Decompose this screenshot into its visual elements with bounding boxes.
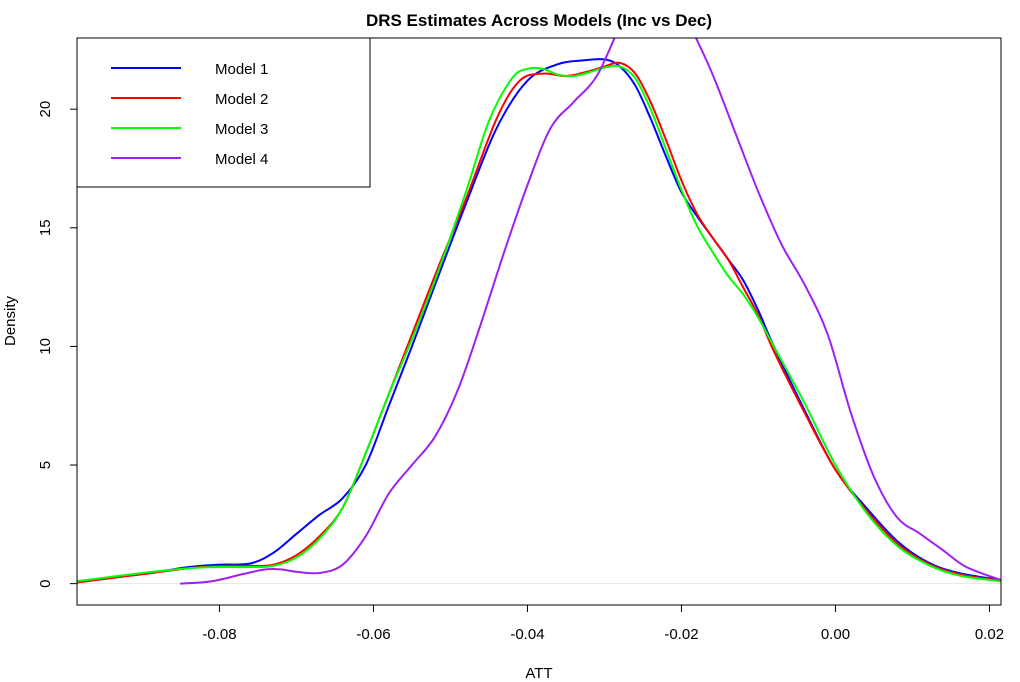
y-axis-label: Density bbox=[2, 295, 19, 346]
y-tick-label: 20 bbox=[37, 101, 54, 118]
x-tick-label: -0.08 bbox=[202, 626, 236, 643]
x-tick-label: -0.02 bbox=[664, 626, 698, 643]
x-axis-label: ATT bbox=[525, 665, 552, 682]
y-tick-label: 10 bbox=[37, 338, 54, 355]
plot-frame bbox=[76, 37, 1002, 606]
series-layer bbox=[77, 38, 1001, 585]
y-tick-label: 15 bbox=[37, 219, 54, 236]
legend-box bbox=[76, 37, 371, 188]
y-tick-label: 5 bbox=[37, 461, 54, 469]
legend-label-model-3: Model 3 bbox=[215, 121, 268, 138]
x-axis: -0.08 -0.06 -0.04 -0.02 0.00 0.02 bbox=[202, 605, 1004, 643]
chart-title: DRS Estimates Across Models (Inc vs Dec) bbox=[366, 11, 712, 30]
x-tick-label: -0.06 bbox=[356, 626, 390, 643]
x-tick-label: -0.04 bbox=[510, 626, 544, 643]
x-tick-label: 0.00 bbox=[821, 626, 850, 643]
legend-label-model-1: Model 1 bbox=[215, 61, 268, 78]
y-tick-label: 0 bbox=[37, 579, 54, 587]
legend-label-model-2: Model 2 bbox=[215, 91, 268, 108]
y-axis: 0 5 10 15 20 bbox=[37, 101, 77, 588]
series-line-model-4 bbox=[179, 38, 1001, 585]
legend-label-model-4: Model 4 bbox=[215, 151, 268, 168]
legend: Model 1 Model 2 Model 3 Model 4 bbox=[76, 37, 371, 188]
series-line-model-1 bbox=[77, 58, 1001, 583]
series-line-model-3 bbox=[77, 64, 1001, 583]
x-tick-label: 0.02 bbox=[975, 626, 1004, 643]
